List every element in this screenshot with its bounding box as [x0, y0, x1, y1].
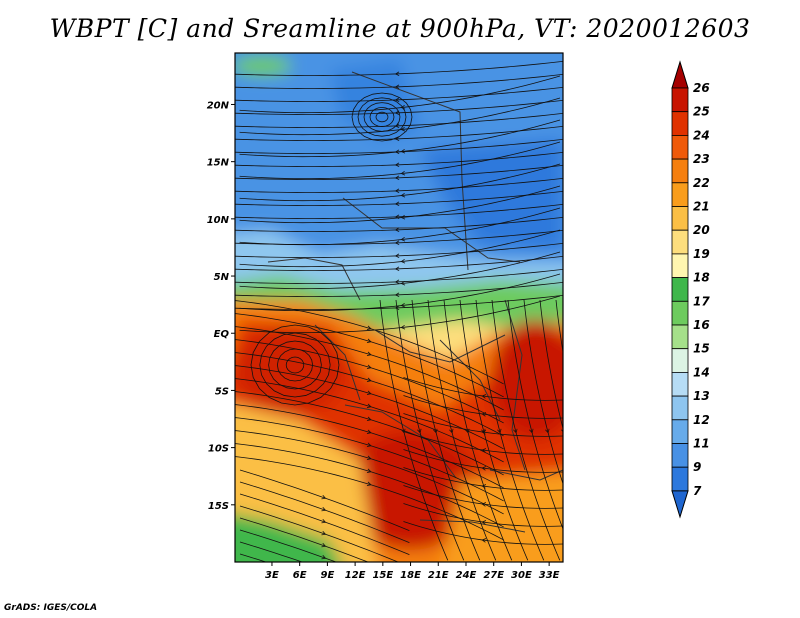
- map-plot-area: [235, 53, 563, 562]
- colorbar-label: 25: [693, 105, 710, 119]
- colorbar-label: 23: [693, 152, 710, 166]
- colorbar-swatch: [671, 134, 689, 160]
- y-tick-label: 20N: [207, 100, 230, 111]
- colorbar-swatch: [671, 277, 689, 302]
- colorbar-swatch: [671, 253, 689, 278]
- colorbar-label: 11: [693, 437, 710, 451]
- x-axis: 3E 6E 9E 12E 15E 18E 21E 24E 27E 30E 33E: [265, 562, 560, 581]
- colorbar-swatch: [671, 395, 689, 421]
- colorbar-swatch: [671, 324, 689, 350]
- colorbar-label: 18: [693, 271, 710, 285]
- colorbar-swatch: [671, 371, 689, 397]
- colorbar-label: 19: [693, 247, 710, 261]
- y-tick-label: 15N: [207, 158, 230, 169]
- streamlines: [235, 60, 563, 562]
- colorbar-swatch: [671, 229, 689, 255]
- grads-credit: GrADS: IGES/COLA: [4, 603, 98, 613]
- x-tick-label: 9E: [320, 570, 334, 581]
- colorbar-swatch: [671, 182, 689, 207]
- colorbar-swatch: [671, 300, 689, 326]
- colorbar-label: 14: [693, 365, 710, 379]
- x-tick-label: 3E: [265, 570, 279, 581]
- colorbar-label: 15: [693, 342, 710, 356]
- x-tick-label: 12E: [345, 570, 366, 581]
- x-tick-label: 27E: [483, 570, 504, 581]
- y-tick-label: 10N: [207, 215, 230, 226]
- colorbar-swatch: [671, 206, 689, 231]
- colorbar-label: 20: [693, 223, 710, 237]
- colorbar-max-arrow: [671, 60, 689, 89]
- y-tick-label: EQ: [214, 329, 230, 340]
- colorbar-swatch: [671, 87, 689, 113]
- colorbar-min-arrow: [671, 490, 689, 519]
- x-tick-label: 6E: [293, 570, 307, 581]
- colorbar-label: 21: [693, 200, 710, 214]
- colorbar-label: 24: [693, 128, 710, 142]
- x-tick-label: 21E: [428, 570, 449, 581]
- colorbar-swatch: [671, 466, 689, 492]
- y-tick-label: 15S: [208, 501, 229, 512]
- y-axis: 20N 15N 10N 5N EQ 5S 10S 15S: [207, 100, 235, 512]
- colorbar-label: 22: [693, 176, 710, 190]
- colorbar-swatch: [671, 158, 689, 184]
- x-tick-label: 18E: [400, 570, 421, 581]
- y-tick-label: 5S: [215, 386, 229, 397]
- x-tick-label: 24E: [456, 570, 477, 581]
- colorbar-label: 17: [693, 294, 710, 308]
- y-tick-label: 5N: [214, 272, 230, 283]
- colorbar-swatch: [671, 419, 689, 444]
- colorbar-label: 13: [693, 389, 710, 403]
- colorbar-label: 12: [693, 413, 710, 427]
- chart-title: WBPT [C] and Sreamline at 900hPa, VT: 20…: [49, 14, 751, 43]
- colorbar-label: 16: [693, 318, 710, 332]
- colorbar-label: 26: [693, 81, 710, 95]
- colorbar-label: 7: [693, 484, 702, 498]
- map-frame: [234, 52, 564, 563]
- x-tick-label: 33E: [539, 570, 560, 581]
- x-tick-label: 30E: [511, 570, 532, 581]
- colorbar-swatch: [671, 348, 689, 373]
- x-tick-label: 15E: [372, 570, 393, 581]
- y-tick-label: 10S: [208, 444, 229, 455]
- colorbar-label: 9: [693, 460, 701, 474]
- colorbar-swatch: [671, 443, 689, 468]
- colorbar-swatch: [671, 111, 689, 136]
- colorbar: 26 25 24 23 22 21 20 19 18 17 16 15 14 13 12 11 9 7: [671, 60, 710, 519]
